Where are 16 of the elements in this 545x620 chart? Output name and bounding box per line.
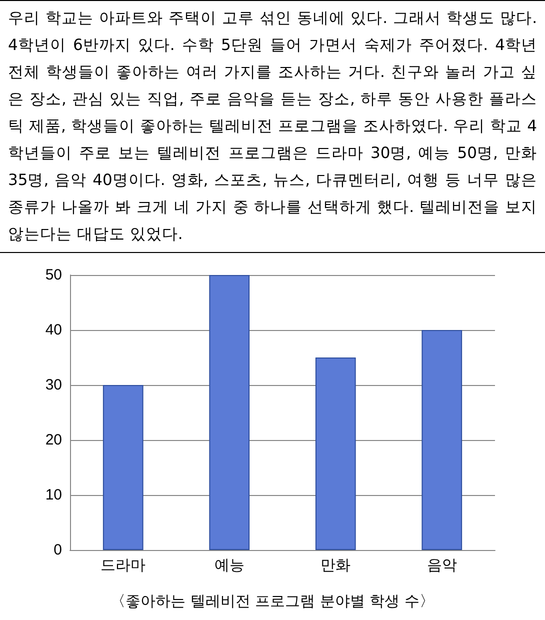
x-tick-label: 예능 — [214, 557, 244, 574]
bar — [209, 275, 250, 550]
y-tick-label: 40 — [45, 322, 62, 338]
bar — [422, 330, 462, 550]
text: 〈좋아하는 텔레비전 프로그램 분야별 학생 수〉 — [110, 592, 436, 611]
x-tick-label: 드라마 — [100, 557, 146, 574]
bar — [315, 358, 356, 550]
bar — [102, 385, 144, 550]
text: 우리 학교는 아파트와 주택이 고루 섞인 동네에 있다. 그래서 학생도 많다. 4학년이 6반까지 있다. 수학 5단원 들어 가면서 숙제가 주어졌다. 4학년 전체 학생들이 좋아하는 여러 가지를 조사하는 거다. 친구와 놀러 가고 싶은 장소, 관심 있는 직업, 주로 음악을 듣는 장소, 하루 동안 사용한 플라스틱 제품, 학생들이 좋아하는 텔레비전 프로그램을 조사하였다. 우리 학교 4학년들이 주로 보는 텔레비전 프로그램은 드라마 30명, 예능 50명, 만화 35명, 음악 40명이다. 영화, 스포츠, 뉴스, 다큐멘터리, 여행 등 너무 많은 종류가 나올까 봐 크게 네 가지 중 하나를 선택하게 했다. 텔레비전을 보지 않는다는 대답도 있었다. — [8, 9, 537, 243]
y-tick-label: 30 — [45, 376, 62, 394]
y-tick-label: 10 — [45, 486, 62, 504]
y-tick-label: 20 — [45, 432, 62, 448]
y-tick-label: 50 — [45, 266, 62, 284]
x-tick-label: 만화 — [320, 557, 351, 574]
y-tick-label: 0 — [54, 542, 62, 558]
x-tick-label: 음악 — [426, 557, 457, 574]
